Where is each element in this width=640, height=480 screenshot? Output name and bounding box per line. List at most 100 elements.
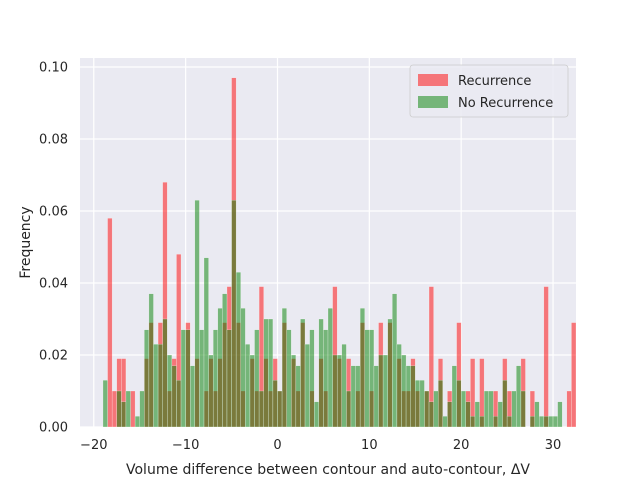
histogram-bar [350, 365, 356, 428]
histogram-bar [378, 354, 384, 428]
histogram-bar [194, 199, 200, 428]
histogram-bar [116, 390, 122, 428]
histogram-bar [130, 390, 136, 428]
y-tick-label: 0.08 [39, 133, 68, 148]
legend-label-recurrence: Recurrence [458, 74, 531, 89]
histogram-bar [157, 344, 163, 428]
histogram-bar [249, 354, 255, 428]
histogram-bar [180, 329, 186, 428]
histogram-bar [359, 308, 365, 428]
histogram-bar [291, 354, 297, 428]
histogram-bar [332, 354, 338, 428]
legend-swatch-recurrence [418, 74, 448, 86]
histogram-bar [254, 329, 260, 428]
x-axis-label: Volume difference between contour and au… [126, 462, 530, 478]
histogram-bar [428, 401, 434, 428]
histogram-bar [341, 344, 347, 428]
histogram-bar [162, 318, 168, 428]
histogram-bar [134, 416, 140, 428]
histogram-bar [217, 308, 223, 428]
histogram-bar [479, 416, 485, 428]
histogram-bar [474, 401, 480, 428]
histogram-bar [433, 390, 439, 428]
histogram-bar [405, 365, 411, 428]
histogram-bar [346, 390, 352, 428]
histogram-bar [470, 416, 476, 428]
x-tick-label: 20 [453, 438, 470, 453]
histogram-bar [442, 416, 448, 428]
histogram-bar [483, 390, 489, 428]
histogram-bar [309, 329, 315, 428]
histogram-bar [153, 344, 159, 428]
histogram-bar [336, 354, 342, 428]
x-tick-label: −20 [80, 438, 107, 453]
histogram-bar [396, 344, 402, 428]
histogram-bar [176, 380, 182, 428]
histogram-bar [548, 416, 554, 428]
histogram-bar [245, 344, 251, 428]
histogram-bar [401, 354, 407, 428]
histogram-bar [511, 390, 517, 428]
y-axis-label: Frequency [18, 206, 34, 278]
histogram-bar [488, 390, 494, 428]
histogram-bar [240, 308, 246, 428]
histogram-bar [190, 365, 196, 428]
histogram-bar [392, 293, 398, 428]
histogram-bar [373, 365, 379, 428]
histogram-bar [144, 329, 150, 428]
histogram-bar [208, 354, 214, 428]
histogram-bar [102, 380, 108, 428]
legend-box [409, 64, 569, 118]
histogram-bar [300, 318, 306, 428]
histogram-bar [456, 380, 462, 428]
histogram-bar [231, 199, 237, 428]
histogram-bar [516, 365, 522, 428]
histogram-bar [543, 286, 549, 428]
histogram-bar [139, 390, 145, 428]
histogram-bar [125, 390, 131, 428]
x-tick-label: 30 [545, 438, 562, 453]
histogram-bar [410, 365, 416, 428]
histogram-bar [460, 390, 466, 428]
x-tick-label: 10 [361, 438, 378, 453]
no-recurrence-bars [102, 199, 563, 428]
histogram-bar [171, 365, 177, 428]
histogram-bar [552, 416, 558, 428]
histogram-bar [493, 416, 499, 428]
histogram-bar [323, 329, 329, 428]
histogram-bar [235, 272, 241, 428]
histogram-bar [258, 390, 264, 428]
histogram-bar [199, 329, 205, 428]
histogram-bar [424, 390, 430, 428]
legend: Recurrence No Recurrence [409, 64, 569, 118]
histogram-bar [121, 401, 127, 428]
histogram-bar [506, 416, 512, 428]
histogram-bar [318, 318, 324, 428]
histogram-bar [268, 318, 274, 428]
histogram-bar [167, 354, 173, 428]
y-tick-label: 0.00 [39, 421, 68, 436]
histogram-bar [415, 380, 421, 428]
y-tick-label: 0.06 [39, 205, 68, 220]
histogram-bar [111, 390, 117, 428]
histogram-bar [419, 380, 425, 428]
histogram-bar [327, 308, 333, 428]
x-tick-label: 0 [273, 438, 281, 453]
histogram-bar [382, 354, 388, 428]
histogram-bar [107, 217, 113, 428]
histogram-bar [203, 257, 209, 428]
y-axis-ticks: 0.00 0.02 0.04 0.06 0.08 0.10 [39, 61, 68, 436]
histogram-bar [148, 293, 154, 428]
histogram-bar [534, 401, 540, 428]
y-tick-label: 0.02 [39, 349, 68, 364]
y-tick-label: 0.10 [39, 61, 68, 76]
histogram-bar [263, 318, 269, 428]
histogram-bar [557, 401, 563, 428]
legend-label-no-recurrence: No Recurrence [458, 96, 553, 111]
histogram-bar [226, 329, 232, 428]
histogram-bar [539, 416, 545, 428]
histogram-bar [387, 318, 393, 428]
histogram-bar [451, 365, 457, 428]
histogram-bar [497, 401, 503, 428]
